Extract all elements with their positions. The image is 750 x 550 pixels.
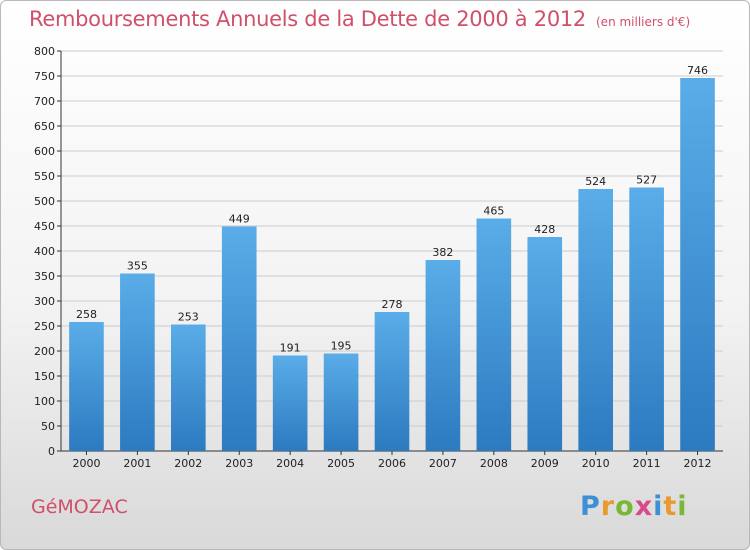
data-label: 524 [585, 175, 606, 188]
axes: 0 50 100 150 200 250 300 350 400 450 500 550 600 650 7… [34, 45, 723, 470]
x-tick-label: 2007 [429, 457, 457, 470]
x-tick-label: 2009 [531, 457, 559, 470]
data-label: 258 [76, 308, 97, 321]
logo-letter: o [615, 491, 635, 522]
data-label: 253 [178, 311, 199, 324]
data-label: 382 [432, 246, 453, 259]
data-labels: 258 355 253 449 191 195 278 382 465 428 524 527 746 [76, 64, 708, 355]
bar-2002 [170, 324, 206, 451]
y-tick-label: 100 [34, 395, 55, 408]
y-tick-label: 500 [34, 195, 55, 208]
y-tick-label: 800 [34, 45, 55, 58]
y-tick-label: 650 [34, 120, 55, 133]
x-tick-label: 2005 [327, 457, 355, 470]
y-tick-label: 0 [48, 445, 55, 458]
logo-letter: P [580, 491, 601, 522]
y-tick-label: 350 [34, 270, 55, 283]
data-label: 449 [229, 213, 250, 226]
logo-letter: x [634, 491, 654, 522]
bar-2001 [120, 273, 155, 451]
chart-title: Remboursements Annuels de la Dette de 20… [29, 7, 690, 31]
x-tick-label: 2000 [72, 457, 100, 470]
y-tick-label: 750 [34, 70, 55, 83]
logo-letter: i [677, 491, 688, 522]
y-tick-label: 300 [34, 295, 55, 308]
data-label: 527 [636, 174, 657, 187]
x-tick-label: 2003 [225, 457, 253, 470]
logo-letter: t [663, 491, 678, 522]
y-tick-label: 550 [34, 170, 55, 183]
x-tick-label: 2008 [480, 457, 508, 470]
data-label: 278 [382, 298, 403, 311]
y-tick-label: 150 [34, 370, 55, 383]
y-tick-label: 400 [34, 245, 55, 258]
bar-2004 [272, 355, 308, 451]
data-label: 465 [483, 205, 504, 218]
x-tick-label: 2012 [684, 457, 712, 470]
x-tick-label: 2010 [582, 457, 610, 470]
logo-letter: i [653, 491, 664, 522]
title-text: Remboursements Annuels de la Dette de 20… [29, 7, 586, 31]
bar-2012 [680, 78, 715, 451]
bar-2011 [629, 187, 664, 451]
bar-2003 [221, 226, 257, 451]
bar-2000 [69, 322, 104, 451]
x-tick-label: 2011 [633, 457, 661, 470]
data-label: 746 [687, 64, 708, 77]
y-tick-label: 700 [34, 95, 55, 108]
data-label: 355 [127, 260, 148, 273]
unit-label: (en milliers d'€) [596, 15, 691, 29]
bar-2007 [425, 260, 461, 451]
bar-2010 [578, 189, 614, 451]
data-label: 195 [331, 340, 352, 353]
data-label: 428 [534, 223, 555, 236]
bar-2005 [323, 353, 359, 451]
data-label: 191 [280, 342, 301, 355]
bars [69, 78, 715, 451]
y-tick-label: 600 [34, 145, 55, 158]
bar-2008 [476, 218, 512, 451]
y-tick-label: 200 [34, 345, 55, 358]
y-tick-label: 50 [41, 420, 55, 433]
x-tick-label: 2002 [174, 457, 202, 470]
y-tick-label: 250 [34, 320, 55, 333]
y-tick-label: 450 [34, 220, 55, 233]
commune-name: GéMOZAC [31, 496, 128, 518]
bar-2006 [374, 312, 410, 451]
bar-2009 [527, 237, 563, 451]
x-tick-label: 2001 [123, 457, 151, 470]
x-tick-label: 2006 [378, 457, 406, 470]
proxiti-logo: Proxiti [580, 491, 688, 522]
logo-letter: r [600, 491, 616, 522]
x-tick-label: 2004 [276, 457, 304, 470]
